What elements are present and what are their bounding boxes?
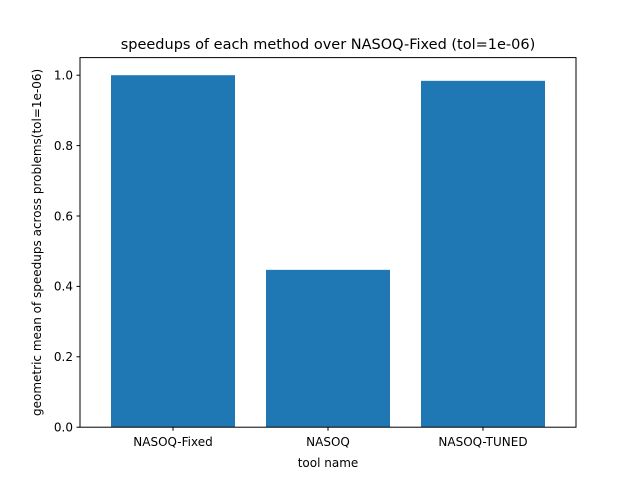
y-tick-label: 0.8 (54, 139, 73, 153)
bar-nasoq-tuned (421, 80, 545, 428)
bar-nasoq-fixed (111, 75, 235, 428)
x-tick-label: NASOQ-TUNED (438, 435, 527, 449)
x-tick-label: NASOQ (306, 435, 350, 449)
bars-layer (111, 75, 545, 428)
plot-frame (79, 57, 577, 428)
y-tick-label: 0.4 (54, 280, 73, 294)
y-axis-label: geometric mean of speedups across proble… (30, 69, 44, 416)
x-axis-ticks: NASOQ-Fixed NASOQ NASOQ-TUNED (133, 427, 528, 449)
y-axis-ticks: 0.0 0.2 0.4 0.6 0.8 1.0 (54, 69, 80, 435)
bar-nasoq (266, 269, 390, 428)
x-tick-label: NASOQ-Fixed (133, 435, 212, 449)
x-axis-label: tool name (298, 456, 359, 470)
y-tick-label: 1.0 (54, 69, 73, 83)
chart-title: speedups of each method over NASOQ-Fixed… (121, 37, 536, 53)
y-tick-label: 0.2 (54, 350, 73, 364)
y-tick-label: 0.0 (54, 421, 73, 435)
y-tick-label: 0.6 (54, 209, 73, 223)
